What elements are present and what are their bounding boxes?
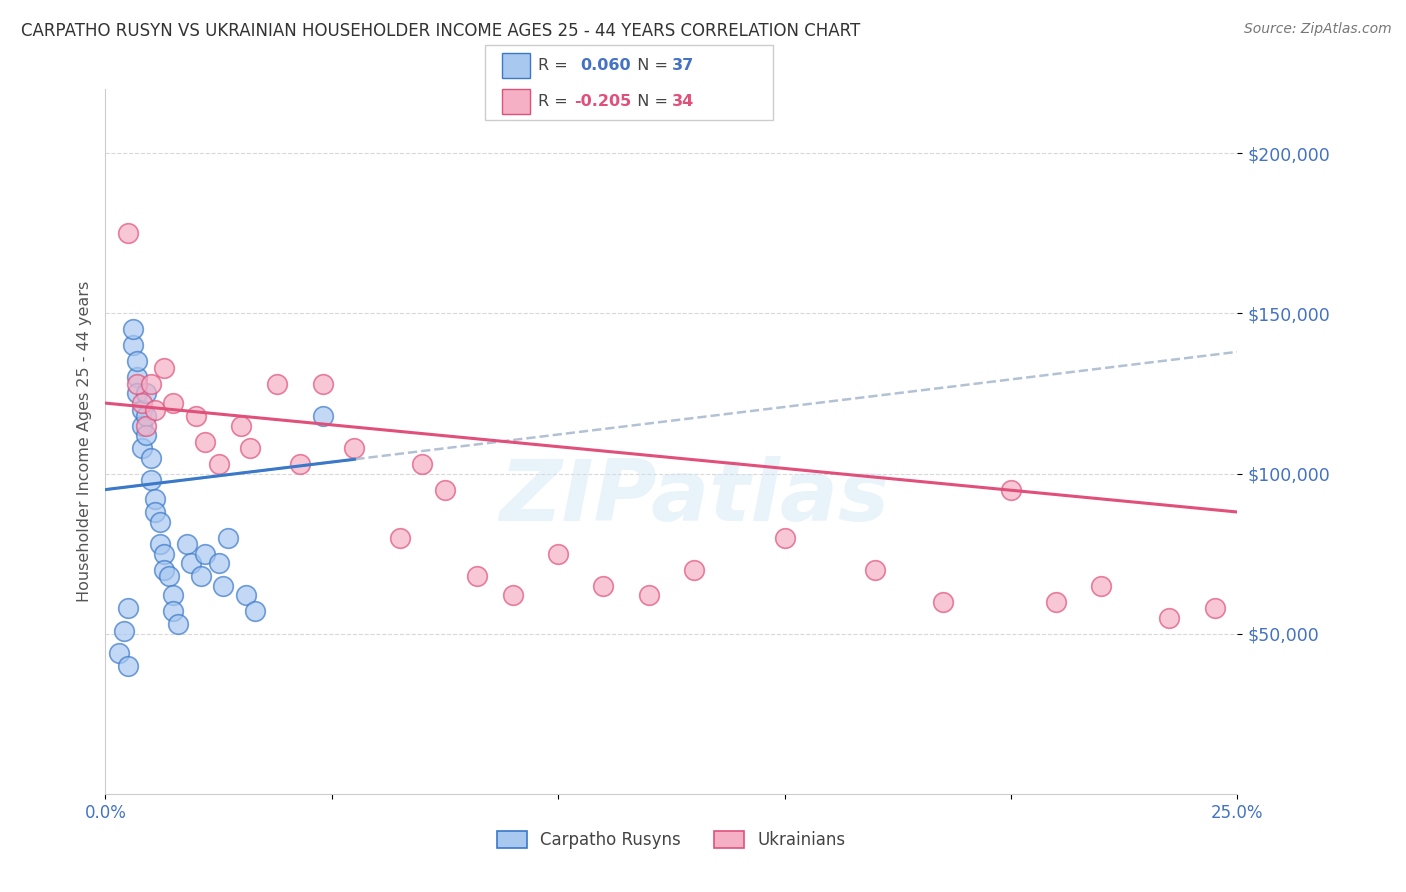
Point xyxy=(932,595,955,609)
Point xyxy=(121,322,143,336)
Point xyxy=(143,492,166,507)
Point xyxy=(135,409,157,423)
Point xyxy=(592,579,614,593)
Point xyxy=(157,569,180,583)
Point xyxy=(143,402,166,417)
Point xyxy=(162,588,184,602)
Point xyxy=(194,434,217,449)
Point xyxy=(863,563,886,577)
Point xyxy=(139,473,162,487)
Text: -0.205: -0.205 xyxy=(574,95,631,110)
Point xyxy=(117,227,139,241)
Point xyxy=(131,418,153,433)
Point xyxy=(108,646,131,660)
Point xyxy=(433,483,456,497)
Point xyxy=(194,547,217,561)
Text: 34: 34 xyxy=(672,95,695,110)
Point xyxy=(131,441,153,455)
Text: R =: R = xyxy=(538,58,578,73)
Point xyxy=(1045,595,1067,609)
Point xyxy=(121,338,143,352)
Point xyxy=(127,354,149,368)
Text: ZIPatlas: ZIPatlas xyxy=(499,457,889,540)
Point xyxy=(343,441,366,455)
Point xyxy=(153,360,176,375)
Point xyxy=(312,409,335,423)
Point xyxy=(288,457,311,471)
Point xyxy=(176,537,198,551)
Point xyxy=(149,515,172,529)
Point xyxy=(388,531,411,545)
Point xyxy=(637,588,659,602)
Point xyxy=(139,450,162,465)
Point xyxy=(1000,483,1022,497)
Point xyxy=(162,604,184,618)
Point xyxy=(131,396,153,410)
Point xyxy=(190,569,212,583)
Text: 0.060: 0.060 xyxy=(581,58,631,73)
Text: R =: R = xyxy=(538,95,574,110)
Point xyxy=(243,604,266,618)
Point xyxy=(1204,601,1226,615)
Point xyxy=(149,537,172,551)
Point xyxy=(127,386,149,401)
Point xyxy=(131,402,153,417)
Point xyxy=(135,418,157,433)
Point xyxy=(773,531,796,545)
Point xyxy=(235,588,257,602)
Point xyxy=(112,624,135,638)
Point xyxy=(127,376,149,391)
Point xyxy=(143,505,166,519)
Point xyxy=(231,418,253,433)
Legend: Carpatho Rusyns, Ukrainians: Carpatho Rusyns, Ukrainians xyxy=(491,824,852,856)
Point xyxy=(127,370,149,384)
Point xyxy=(411,457,433,471)
Point xyxy=(153,563,176,577)
Text: 37: 37 xyxy=(672,58,695,73)
Point xyxy=(117,601,139,615)
Point xyxy=(162,396,184,410)
Point xyxy=(1159,610,1181,624)
Point xyxy=(184,409,207,423)
Text: N =: N = xyxy=(627,95,673,110)
Point xyxy=(312,376,335,391)
Point xyxy=(212,579,235,593)
Point xyxy=(208,556,231,570)
Point xyxy=(153,547,176,561)
Point xyxy=(547,547,569,561)
Text: N =: N = xyxy=(627,58,673,73)
Point xyxy=(502,588,524,602)
Point xyxy=(1090,579,1112,593)
Point xyxy=(683,563,706,577)
Point xyxy=(180,556,202,570)
Text: Source: ZipAtlas.com: Source: ZipAtlas.com xyxy=(1244,22,1392,37)
Point xyxy=(135,428,157,442)
Text: CARPATHO RUSYN VS UKRAINIAN HOUSEHOLDER INCOME AGES 25 - 44 YEARS CORRELATION CH: CARPATHO RUSYN VS UKRAINIAN HOUSEHOLDER … xyxy=(21,22,860,40)
Point xyxy=(139,376,162,391)
Point xyxy=(208,457,231,471)
Point xyxy=(266,376,288,391)
Point xyxy=(135,386,157,401)
Point xyxy=(167,617,190,632)
Point xyxy=(117,658,139,673)
Point xyxy=(239,441,262,455)
Point xyxy=(217,531,239,545)
Point xyxy=(465,569,488,583)
Y-axis label: Householder Income Ages 25 - 44 years: Householder Income Ages 25 - 44 years xyxy=(76,281,91,602)
